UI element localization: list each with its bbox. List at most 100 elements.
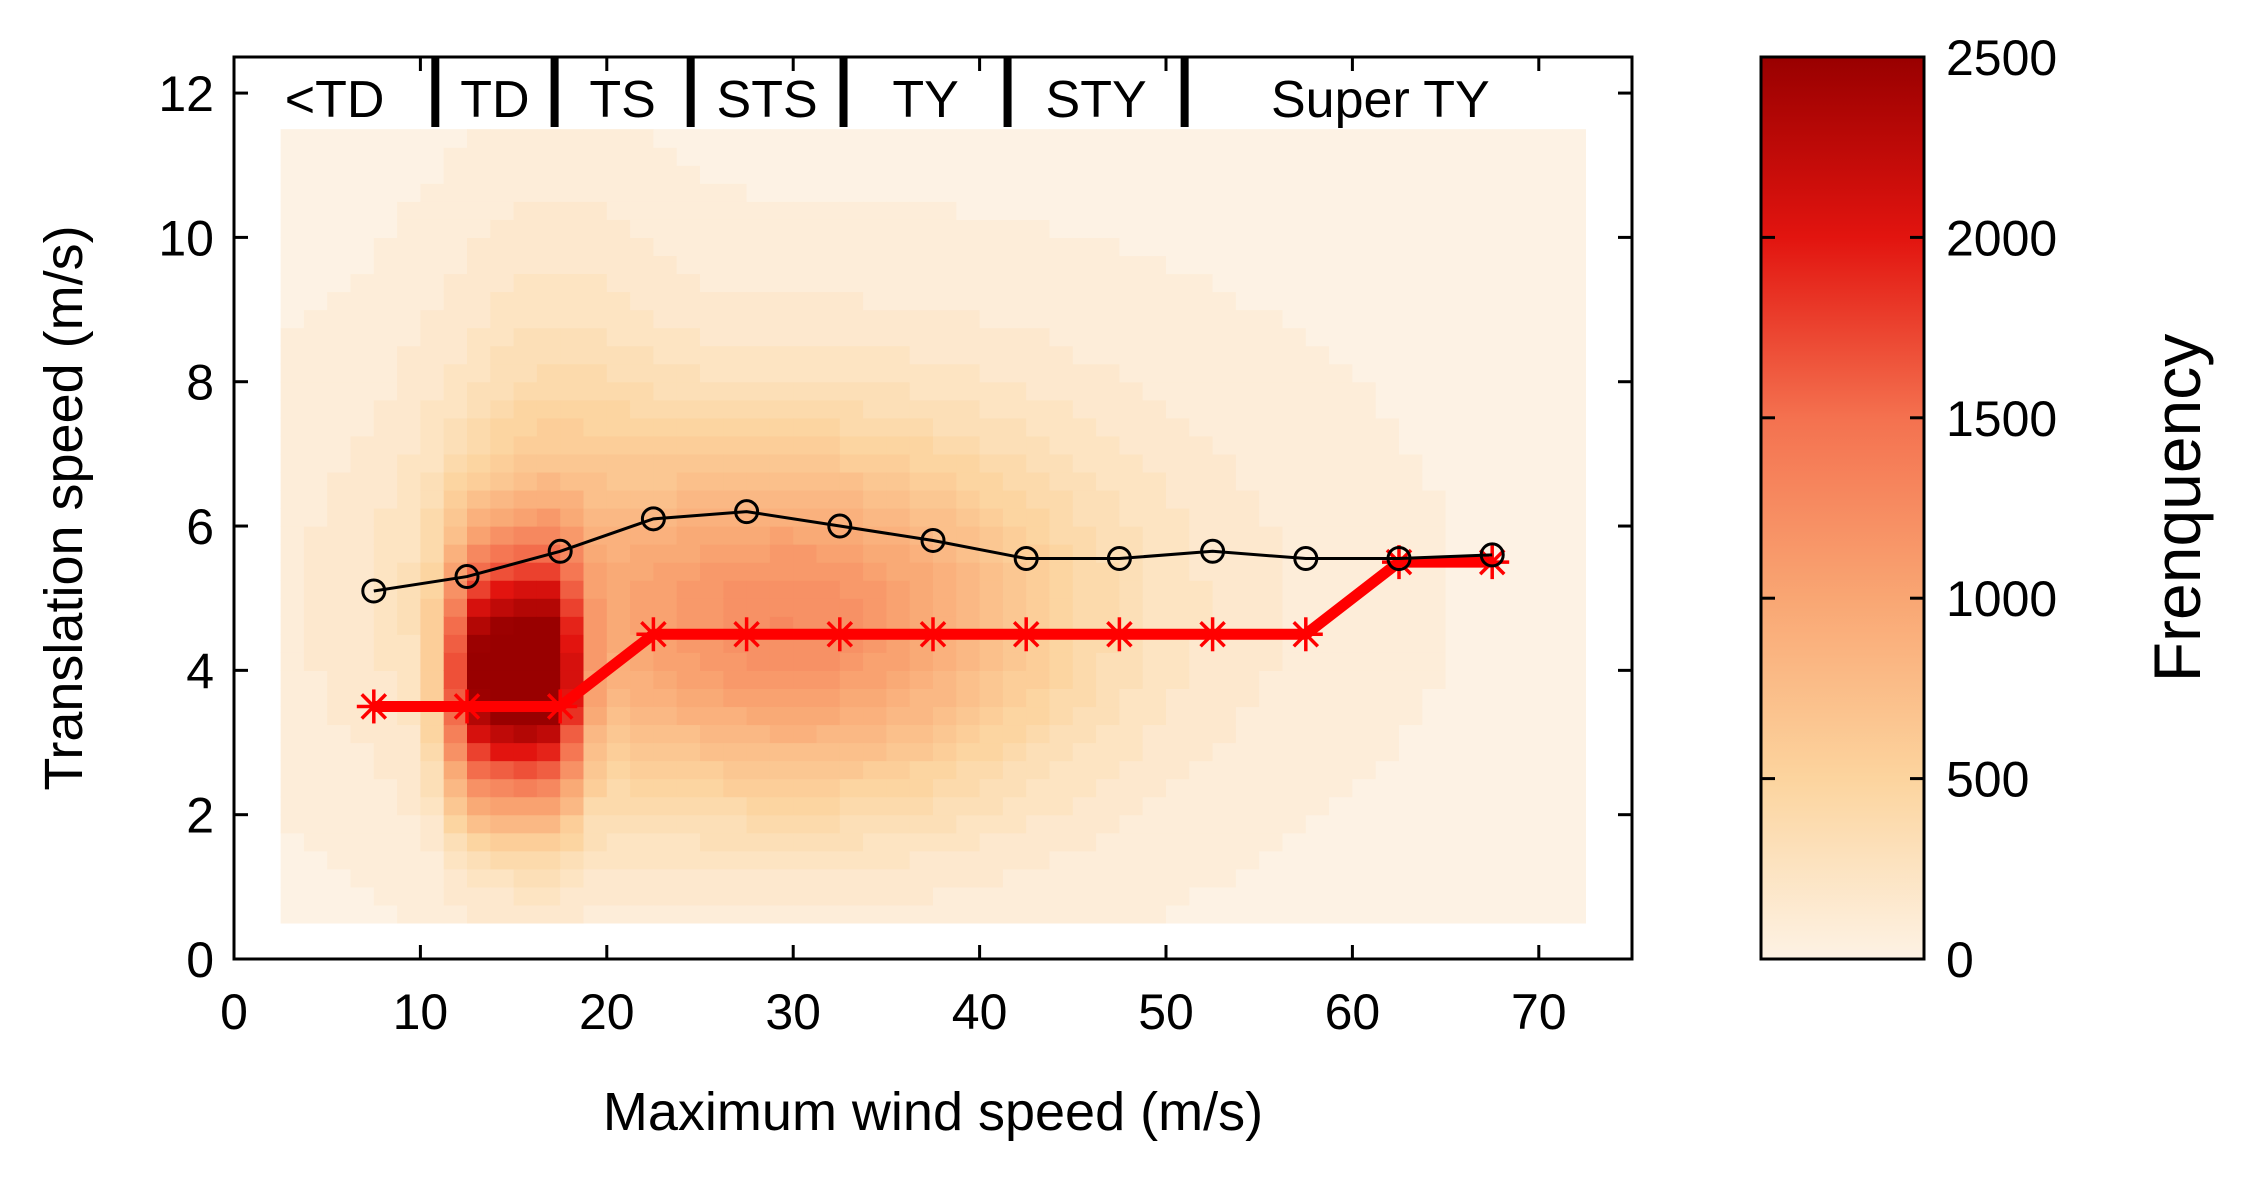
heatmap-cell [1515,670,1540,689]
heatmap-cell [1259,814,1284,834]
heatmap-cell [1166,129,1190,148]
heatmap-cell [1049,435,1074,455]
heatmap-cell [839,652,864,671]
heatmap-cell [1562,399,1586,419]
heatmap-cell [863,417,887,437]
heatmap-cell [630,219,654,238]
heatmap-cell [700,778,724,798]
heatmap-cell [1119,327,1144,347]
heatmap-cell [560,508,585,527]
heatmap-cell [1562,526,1586,545]
heatmap-cell [373,417,398,437]
heatmap-cell [1166,255,1190,275]
heatmap-cell [1142,363,1167,383]
heatmap-cell [1096,832,1120,852]
heatmap-cell [1375,309,1400,329]
heatmap-cell [490,652,515,671]
heatmap-cell [1445,652,1470,671]
heatmap-cell [1002,273,1027,293]
heatmap-cell [583,129,608,148]
heatmap-cell [1142,309,1167,329]
heatmap-cell [1305,399,1330,419]
heatmap-cell [1562,886,1586,906]
heatmap-cell [956,904,981,924]
heatmap-cell [1189,796,1214,816]
heatmap-cell [443,544,468,563]
heatmap-cell [630,363,654,383]
heatmap-cell [886,201,911,220]
heatmap-cell [490,291,515,311]
heatmap-cell [1305,219,1330,238]
heatmap-cell [1212,417,1237,437]
heatmap-cell [490,526,515,545]
heatmap-cell [1468,598,1493,617]
heatmap-cell [536,760,561,780]
heatmap-cell [979,435,1004,455]
heatmap-cell [303,201,328,220]
heatmap-cell [1282,309,1307,329]
heatmap-cell [1119,814,1144,834]
heatmap-cell [769,670,794,689]
heatmap-cell [1235,688,1260,708]
heatmap-cell [560,273,585,293]
heatmap-cell [653,742,678,762]
heatmap-cell [1352,453,1377,473]
heatmap-cell [1026,237,1051,257]
heatmap-cell [1562,417,1586,437]
heatmap-cell [1189,688,1214,708]
heatmap-cell [1096,814,1120,834]
heatmap-cell [793,580,818,599]
heatmap-cell [816,868,841,888]
heatmap-cell [303,345,328,365]
heatmap-cell [1515,814,1540,834]
heatmap-cell [1096,129,1120,148]
heatmap-cell [1375,327,1400,347]
heatmap-cell [956,706,981,726]
heatmap-cell [1166,219,1190,238]
heatmap-cell [443,778,468,798]
heatmap-cell [583,562,608,581]
heatmap-cell [373,399,398,419]
heatmap-cell [490,832,515,852]
heatmap-cell [1352,706,1377,726]
heatmap-cell [769,904,794,924]
heatmap-cell [467,616,491,635]
heatmap-cell [1189,237,1214,257]
heatmap-cell [513,778,538,798]
heatmap-cell [327,580,352,599]
heatmap-cell [1072,868,1097,888]
heatmap-cell [1305,778,1330,798]
x-tick-label: 0 [220,984,248,1040]
heatmap-cell [1189,291,1214,311]
heatmap-cell [653,688,678,708]
heatmap-cell [793,453,818,473]
heatmap-cell [327,562,352,581]
heatmap-cell [373,291,398,311]
heatmap-cell [1259,237,1284,257]
heatmap-cell [816,273,841,293]
heatmap-cell [1282,147,1307,166]
heatmap-cell [1468,237,1493,257]
heatmap-cell [886,435,911,455]
heatmap-cell [420,832,445,852]
heatmap-cell [350,183,375,202]
heatmap-cell [583,291,608,311]
heatmap-cell [1026,814,1051,834]
heatmap-cell [490,183,515,202]
heatmap-cell [373,147,398,166]
heatmap-cell [536,327,561,347]
heatmap-cell [1492,850,1517,870]
heatmap-cell [420,291,445,311]
heatmap-cell [909,652,934,671]
category-label: STS [717,71,818,129]
heatmap-cell [956,670,981,689]
heatmap-cell [1329,201,1353,220]
heatmap-cell [1235,147,1260,166]
heatmap-cell [979,508,1004,527]
heatmap-cell [933,814,957,834]
heatmap-cell [816,688,841,708]
category-label: <TD [285,71,385,129]
heatmap-cell [700,742,724,762]
heatmap-cell [1399,165,1423,184]
heatmap-cell [1375,255,1400,275]
